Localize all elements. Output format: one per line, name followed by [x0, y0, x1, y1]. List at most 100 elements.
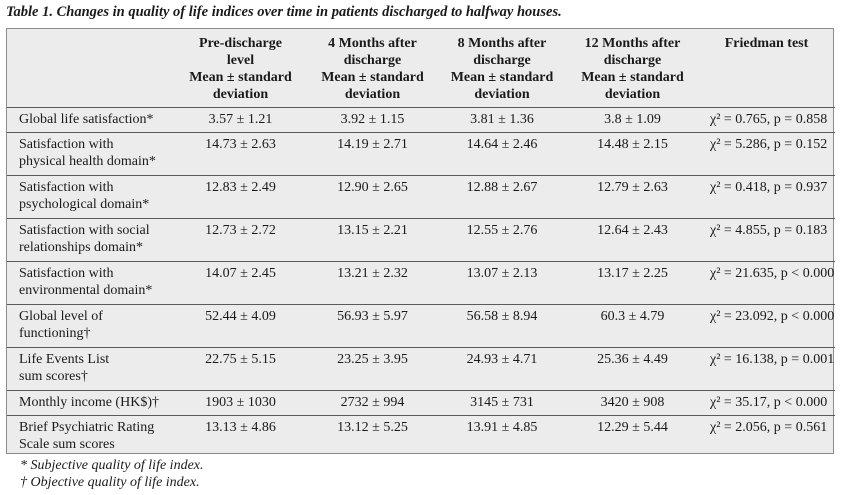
- header-line: deviation: [604, 87, 661, 102]
- value-cell: 52.44 ± 4.09: [205, 309, 276, 324]
- friedman-test-cell: χ² = 0.765, p = 0.858: [710, 112, 828, 127]
- row-label-cell: Global life satisfaction*: [7, 108, 173, 133]
- value-cell: 14.64 ± 2.46: [466, 137, 538, 152]
- value-cell: 3.81 ± 1.36: [470, 112, 534, 127]
- value-cell: 13.15 ± 2.21: [337, 223, 408, 238]
- header-line: deviation: [344, 87, 401, 102]
- row-label-line: sum scores†: [19, 369, 88, 384]
- header-line: level: [226, 53, 255, 68]
- value-cell: 13.17 ± 2.25: [597, 266, 668, 281]
- row-label-line: Satisfaction with social: [19, 223, 150, 238]
- value-cell: 56.93 ± 5.97: [337, 309, 408, 324]
- value-cell: 13.91 ± 4.85: [466, 420, 538, 435]
- value-cell: 3.57 ± 1.21: [208, 112, 273, 127]
- header-line: Mean ± standard: [321, 70, 424, 85]
- table-row: Satisfaction with physical health domain*…: [7, 132, 835, 176]
- row-label-cell: Global level of functioning†: [7, 305, 173, 348]
- value-cell: 23.25 ± 3.95: [337, 352, 408, 367]
- value-cell: 14.48 ± 2.15: [597, 137, 668, 152]
- row-label-line: physical health domain*: [19, 154, 156, 169]
- value-cell: 14.73 ± 2.63: [205, 137, 276, 152]
- value-cell: 60.3 ± 4.79: [600, 309, 665, 324]
- value-cell: 12.83 ± 2.49: [205, 180, 276, 195]
- value-cell: 13.21 ± 2.32: [337, 266, 408, 281]
- row-label-line: Satisfaction with: [19, 137, 114, 152]
- value-cell: 13.12 ± 5.25: [337, 420, 408, 435]
- header-cell-12-months: 12 Months after discharge Mean ± standard d…: [567, 29, 698, 108]
- table-row: Life Events List sum scores† 22.75 ± 5.15 2…: [7, 347, 835, 391]
- row-label-cell: Satisfaction with social relationships do…: [7, 219, 173, 262]
- friedman-test-cell: χ² = 2.056, p = 0.561: [710, 420, 828, 435]
- friedman-test-cell: χ² = 35.17, p < 0.000: [710, 395, 828, 410]
- table-row: Global life satisfaction* 3.57 ± 1.21 3.92…: [7, 107, 835, 133]
- row-label-line: Global level of: [19, 309, 103, 324]
- header-line: deviation: [212, 87, 269, 102]
- table-body: Global life satisfaction* 3.57 ± 1.21 3.92…: [7, 107, 835, 459]
- header-line: 8 Months after: [457, 36, 547, 51]
- header-line: Mean ± standard: [450, 70, 554, 85]
- value-cell: 56.58 ± 8.94: [466, 309, 538, 324]
- table-row: Brief Psychiatric Rating Scale sum scores…: [7, 415, 835, 459]
- value-cell: 12.29 ± 5.44: [597, 420, 668, 435]
- row-label-line: Brief Psychiatric Rating: [19, 420, 155, 435]
- value-cell: 3145 ± 731: [470, 395, 534, 410]
- data-table-container: Pre-discharge level Mean ± standard deviati…: [6, 28, 835, 454]
- value-cell: 13.13 ± 4.86: [205, 420, 276, 435]
- table-caption: Table 1. Changes in quality of life indi…: [6, 4, 562, 20]
- data-table: Pre-discharge level Mean ± standard deviati…: [7, 29, 835, 458]
- value-cell: 1903 ± 1030: [205, 395, 276, 410]
- header-cell-4-months: 4 Months after discharge Mean ± standard de…: [308, 29, 437, 108]
- row-label-line: Global life satisfaction*: [19, 112, 154, 127]
- header-line: Friedman test: [724, 36, 809, 51]
- header-cell-friedman-test: Friedman test: [698, 29, 835, 108]
- row-label-cell: Life Events List sum scores†: [7, 348, 173, 391]
- header-cell-8-months: 8 Months after discharge Mean ± standard de…: [437, 29, 567, 108]
- value-cell: 3420 ± 908: [600, 395, 665, 410]
- value-cell: 3.92 ± 1.15: [340, 112, 405, 127]
- friedman-test-cell: χ² = 5.286, p = 0.152: [710, 137, 828, 152]
- header-line: Mean ± standard: [581, 70, 684, 85]
- table-row: Satisfaction with psychological domain* 12…: [7, 175, 835, 219]
- row-label-line: Life Events List: [19, 352, 110, 367]
- friedman-test-cell: χ² = 4.855, p = 0.183: [710, 223, 828, 238]
- friedman-test-cell: χ² = 21.635, p < 0.000: [710, 266, 835, 281]
- value-cell: 14.19 ± 2.71: [337, 137, 408, 152]
- table-row: Global level of functioning† 52.44 ± 4.09 5…: [7, 304, 835, 348]
- value-cell: 3.8 ± 1.09: [604, 112, 661, 127]
- header-cell-label: [7, 29, 173, 108]
- value-cell: 14.07 ± 2.45: [205, 266, 276, 281]
- table-row: Monthly income (HK$)† 1903 ± 1030 2732 ± 9…: [7, 390, 835, 416]
- value-cell: 12.88 ± 2.67: [466, 180, 538, 195]
- row-label-line: relationships domain*: [19, 240, 144, 255]
- header-line: discharge: [473, 53, 531, 68]
- header-line: discharge: [603, 53, 662, 68]
- value-cell: 13.07 ± 2.13: [466, 266, 538, 281]
- row-label-line: psychological domain*: [19, 197, 150, 212]
- footnotes: * Subjective quality of life index. † Ob…: [20, 457, 204, 491]
- table-row: Satisfaction with environmental domain* 14…: [7, 261, 835, 305]
- row-label-line: functioning†: [19, 326, 91, 341]
- header-line: Mean ± standard: [189, 70, 292, 85]
- value-cell: 12.79 ± 2.63: [597, 180, 668, 195]
- header-line: deviation: [474, 87, 530, 102]
- value-cell: 12.73 ± 2.72: [205, 223, 276, 238]
- row-label-line: Monthly income (HK$)†: [19, 395, 159, 410]
- row-label-cell: Satisfaction with environmental domain*: [7, 262, 173, 305]
- row-label-line: Scale sum scores: [19, 437, 115, 452]
- friedman-test-cell: χ² = 16.138, p = 0.001: [710, 352, 835, 367]
- value-cell: 12.55 ± 2.76: [466, 223, 538, 238]
- row-label-line: environmental domain*: [19, 283, 153, 298]
- value-cell: 22.75 ± 5.15: [205, 352, 276, 367]
- footnote-objective: † Objective quality of life index.: [20, 475, 200, 490]
- value-cell: 12.64 ± 2.43: [597, 223, 668, 238]
- row-label-line: Satisfaction with: [19, 180, 114, 195]
- header-line: discharge: [343, 53, 402, 68]
- header-line: Pre-discharge: [199, 36, 282, 51]
- header-line: 4 Months after: [328, 36, 417, 51]
- table-row: Satisfaction with social relationships do…: [7, 218, 835, 262]
- row-label-line: Satisfaction with: [19, 266, 114, 281]
- friedman-test-cell: χ² = 0.418, p = 0.937: [710, 180, 828, 195]
- header-row: Pre-discharge level Mean ± standard deviati…: [7, 29, 835, 108]
- value-cell: 25.36 ± 4.49: [597, 352, 668, 367]
- row-label-cell: Satisfaction with psychological domain*: [7, 176, 173, 219]
